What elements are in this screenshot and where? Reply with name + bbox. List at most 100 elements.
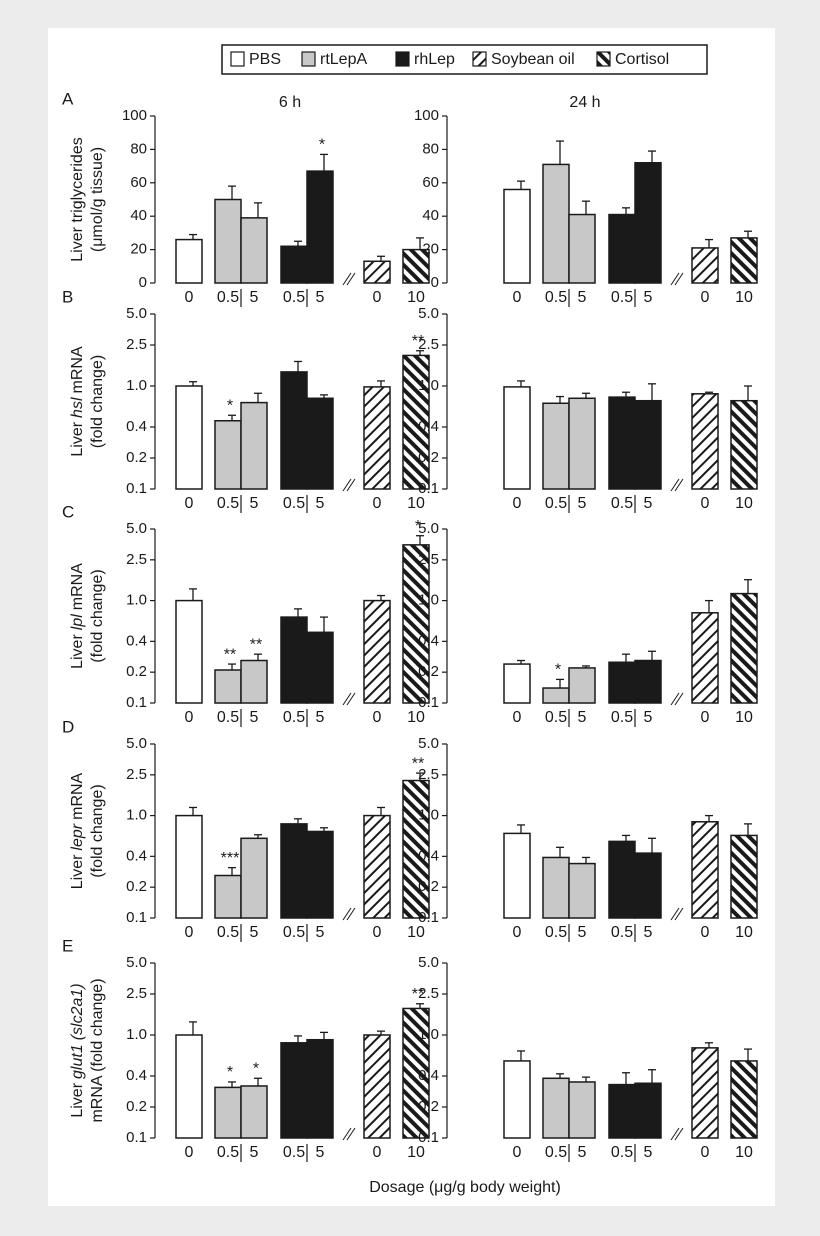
y-axis-title-part: hsl: [69, 397, 86, 418]
x-tick-label: 5: [578, 709, 587, 726]
bar: [730, 592, 758, 704]
bar: [306, 631, 334, 704]
x-tick-label: 10: [735, 1144, 753, 1161]
y-axis-title-part: Liver: [69, 854, 86, 889]
panel-letter: C: [62, 502, 74, 521]
legend-swatch: [596, 51, 611, 67]
y-tick-label: 0.1: [126, 909, 147, 926]
y-tick-label: 0.2: [126, 878, 147, 895]
significance-label: **: [412, 755, 424, 772]
y-axis-title-part: (slc2a1): [69, 983, 86, 1040]
x-tick-label: 5: [250, 1144, 259, 1161]
y-axis-title-part: (fold change): [89, 784, 106, 877]
bar: [363, 1034, 391, 1139]
y-tick-label: 20: [422, 241, 439, 258]
bar: [175, 385, 203, 490]
y-tick-label: 0.1: [126, 480, 147, 497]
y-tick-label: 0.4: [126, 632, 147, 649]
axis-break: [346, 1127, 356, 1141]
y-tick-label: 2.5: [126, 766, 147, 783]
bar: [175, 814, 203, 919]
bar: [306, 397, 334, 490]
bar: [306, 170, 334, 284]
bar: [608, 840, 636, 919]
x-tick-label: 0: [373, 495, 382, 512]
x-tick-label: 0: [185, 495, 194, 512]
significance-label: **: [412, 986, 424, 1003]
y-tick-label: 1.0: [418, 592, 439, 609]
y-tick-label: 2.5: [126, 551, 147, 568]
x-tick-label: 0.5: [611, 495, 633, 512]
significance-label: *: [319, 137, 325, 154]
x-tick-label: 0.5: [545, 495, 567, 512]
bar: [568, 1081, 596, 1139]
bar: [240, 1085, 268, 1139]
x-axis-title: Dosage (μg/g body weight): [369, 1179, 561, 1196]
x-tick-label: 0.5: [283, 289, 305, 306]
x-tick-label: 0.5: [217, 924, 239, 941]
y-tick-label: 5.0: [126, 954, 147, 971]
bar: [542, 402, 570, 490]
x-tick-label: 0.5: [611, 709, 633, 726]
y-axis-title-part: mRNA: [69, 563, 86, 610]
significance-label: *: [415, 518, 421, 535]
bar: [214, 1086, 242, 1139]
legend-label: PBS: [249, 51, 281, 68]
legend-label: rhLep: [414, 51, 455, 68]
y-tick-label: 0: [139, 274, 147, 291]
bar: [542, 1077, 570, 1139]
x-tick-label: 0.5: [545, 289, 567, 306]
y-axis-title: (fold change): [89, 355, 106, 448]
y-axis-title-part: (fold change): [89, 355, 106, 448]
y-tick-label: 0.2: [126, 1098, 147, 1115]
y-tick-label: 0.4: [126, 418, 147, 435]
axis-break: [670, 1127, 680, 1141]
y-tick-label: 1.0: [418, 807, 439, 824]
y-tick-label: 0.2: [418, 663, 439, 680]
bar: [214, 198, 242, 284]
axis-break: [342, 478, 352, 492]
axis-break: [342, 272, 352, 286]
x-tick-label: 0.5: [611, 289, 633, 306]
x-tick-label: 0: [513, 289, 522, 306]
x-tick-label: 10: [407, 924, 425, 941]
bar: [503, 188, 531, 284]
x-tick-label: 0.5: [545, 1144, 567, 1161]
x-tick-label: 0: [373, 1144, 382, 1161]
y-axis-title: (fold change): [89, 569, 106, 662]
significance-label: ***: [221, 850, 240, 867]
legend-label: Cortisol: [615, 51, 669, 68]
axis-break: [346, 478, 356, 492]
y-axis-title-part: Liver: [69, 634, 86, 669]
x-tick-label: 5: [250, 289, 259, 306]
bar: [608, 1083, 636, 1139]
x-tick-label: 10: [735, 709, 753, 726]
significance-label: *: [227, 397, 233, 414]
x-tick-label: 5: [644, 924, 653, 941]
axis-break: [670, 272, 680, 286]
bar: [240, 401, 268, 490]
axis-break: [346, 907, 356, 921]
y-axis-title: (fold change): [89, 784, 106, 877]
bar: [691, 821, 719, 919]
bar: [402, 779, 430, 919]
x-tick-label: 0.5: [283, 709, 305, 726]
x-tick-label: 10: [407, 495, 425, 512]
bar: [730, 399, 758, 490]
x-tick-label: 0: [373, 924, 382, 941]
x-tick-label: 0: [701, 709, 710, 726]
y-tick-label: 80: [422, 140, 439, 157]
axis-break: [670, 692, 680, 706]
y-tick-label: 0.1: [126, 1129, 147, 1146]
bar: [280, 823, 308, 919]
bar: [503, 386, 531, 490]
bar: [214, 874, 242, 919]
bar: [691, 393, 719, 490]
y-tick-label: 20: [130, 241, 147, 258]
x-tick-label: 5: [316, 1144, 325, 1161]
y-tick-label: 100: [122, 107, 147, 124]
bar: [175, 238, 203, 284]
y-tick-label: 0.4: [418, 418, 439, 435]
legend-swatch: [472, 51, 487, 67]
x-tick-label: 0: [513, 495, 522, 512]
